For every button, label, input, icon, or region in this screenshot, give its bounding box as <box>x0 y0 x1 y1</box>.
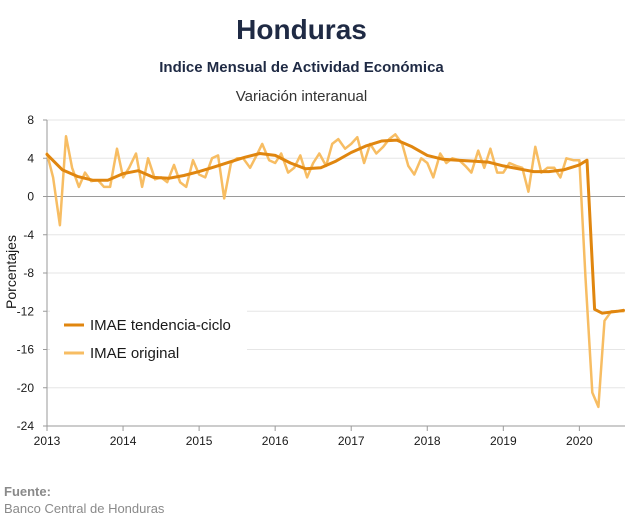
x-tick-label: 2014 <box>110 434 137 448</box>
y-tick-label: -12 <box>17 304 35 318</box>
series-line-original <box>45 133 625 409</box>
legend-label-trend: IMAE tendencia-ciclo <box>90 317 231 334</box>
y-tick-label: -20 <box>17 381 35 395</box>
axes <box>43 119 625 431</box>
x-tick-label: 2018 <box>414 434 441 448</box>
line-chart: 8 4 0 -4 -8 -12 -16 -20 -24 2013 2014 2015 2016 2017… <box>3 113 625 448</box>
source-label: Fuente: <box>4 484 51 499</box>
y-tick-label: 8 <box>27 113 34 127</box>
chart-title: Honduras <box>236 14 367 45</box>
gridlines <box>47 119 625 427</box>
y-axis-label: Porcentajes <box>3 235 19 309</box>
y-tick-label: -8 <box>23 266 34 280</box>
chart-subtitle: Indice Mensual de Actividad Económica <box>159 59 444 76</box>
y-tick-label: 4 <box>27 151 34 165</box>
x-tick-label: 2015 <box>186 434 213 448</box>
y-tick-labels: 8 4 0 -4 -8 -12 -16 -20 -24 <box>17 113 35 433</box>
x-tick-label: 2016 <box>262 434 289 448</box>
x-tick-label: 2013 <box>34 434 61 448</box>
series-line-trend <box>45 138 625 315</box>
y-tick-label: -24 <box>17 419 35 433</box>
series-lines <box>45 133 625 409</box>
source-value: Banco Central de Honduras <box>4 501 165 516</box>
y-tick-label: 0 <box>27 190 34 204</box>
legend-label-original: IMAE original <box>90 345 179 362</box>
x-tick-labels: 2013 2014 2015 2016 2017 2018 2019 2020 <box>34 434 593 448</box>
x-tick-label: 2020 <box>566 434 593 448</box>
y-tick-label: -16 <box>17 343 35 357</box>
chart-subtitle-variation: Variación interanual <box>235 88 368 105</box>
legend: IMAE tendencia-ciclo IMAE original <box>50 303 247 367</box>
x-tick-label: 2017 <box>338 434 365 448</box>
y-tick-label: -4 <box>23 228 34 242</box>
legend-background <box>50 303 247 367</box>
x-tick-label: 2019 <box>490 434 517 448</box>
